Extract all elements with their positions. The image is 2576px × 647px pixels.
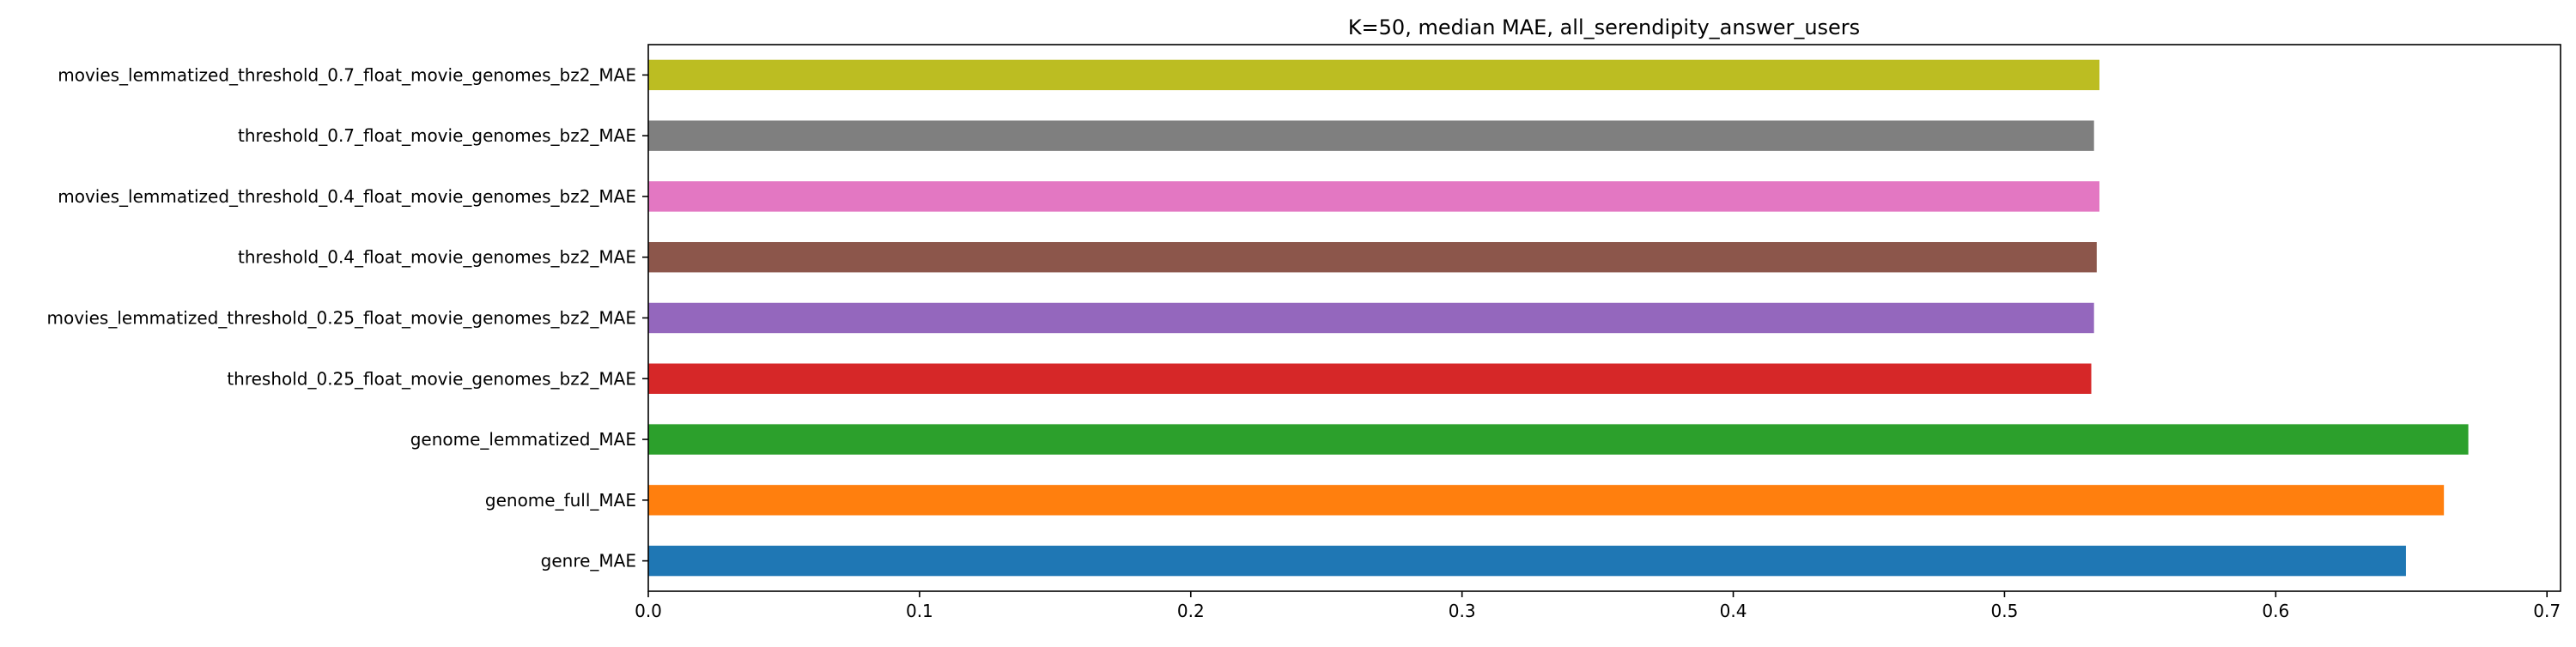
bar-genre_MAE	[648, 545, 2406, 577]
y-axis-labels: genre_MAE genome_full_MAE genome_lemmatize…	[47, 64, 648, 571]
chart-title: K=50, median MAE, all_serendipity_answer…	[1348, 15, 1860, 39]
x-tick-label: 0.0	[635, 601, 662, 621]
y-tick-label: movies_lemmatized_threshold_0.7_float_mo…	[58, 64, 636, 85]
y-tick-label: threshold_0.4_float_movie_genomes_bz2_MA…	[238, 247, 636, 268]
bar-genome_lemmatized_MAE	[648, 424, 2469, 455]
x-tick-label: 0.4	[1720, 601, 1747, 621]
y-tick-label: genre_MAE	[541, 551, 636, 571]
x-axis-ticks: 0.0 0.1 0.2 0.3 0.4 0.5 0.6 0.7	[635, 591, 2561, 621]
y-tick-label: genome_full_MAE	[485, 490, 636, 511]
x-tick-label: 0.7	[2533, 601, 2561, 621]
bar-movies_lemmatized_threshold_0.4_float_movie_genomes_bz2_MAE	[648, 181, 2099, 212]
x-tick-label: 0.2	[1177, 601, 1205, 621]
y-tick-label: threshold_0.25_float_movie_genomes_bz2_M…	[227, 368, 636, 389]
bar-threshold_0.7_float_movie_genomes_bz2_MAE	[648, 120, 2094, 151]
x-tick-label: 0.6	[2262, 601, 2289, 621]
y-tick-label: movies_lemmatized_threshold_0.4_float_mo…	[58, 186, 636, 207]
bar-movies_lemmatized_threshold_0.7_float_movie_genomes_bz2_MAE	[648, 59, 2099, 91]
x-tick-label: 0.1	[906, 601, 933, 621]
x-tick-label: 0.3	[1449, 601, 1476, 621]
y-tick-label: threshold_0.7_float_movie_genomes_bz2_MA…	[238, 125, 636, 146]
x-tick-label: 0.5	[1991, 601, 2019, 621]
bar-genome_full_MAE	[648, 485, 2445, 516]
plot-frame	[647, 44, 2561, 592]
bar-threshold_0.25_float_movie_genomes_bz2_MAE	[648, 363, 2092, 394]
bars-layer	[648, 59, 2469, 577]
bar-threshold_0.4_float_movie_genomes_bz2_MAE	[648, 242, 2097, 273]
y-tick-label: genome_lemmatized_MAE	[410, 429, 636, 450]
y-tick-label: movies_lemmatized_threshold_0.25_float_m…	[47, 308, 637, 329]
bar-movies_lemmatized_threshold_0.25_float_movie_genomes_bz2_MAE	[648, 302, 2094, 334]
